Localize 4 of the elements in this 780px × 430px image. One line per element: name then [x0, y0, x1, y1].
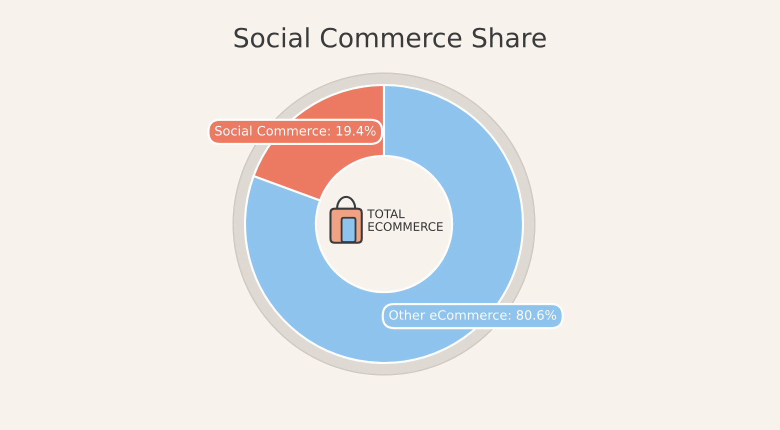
- text: TOTAL ECOMMERCE: [367, 209, 443, 232]
- slice-label: Social Commerce: 19.4%: [215, 126, 376, 136]
- slice-label: Other eCommerce: 80.6%: [389, 310, 556, 320]
- chart-title: Social Commerce Share: [234, 27, 546, 48]
